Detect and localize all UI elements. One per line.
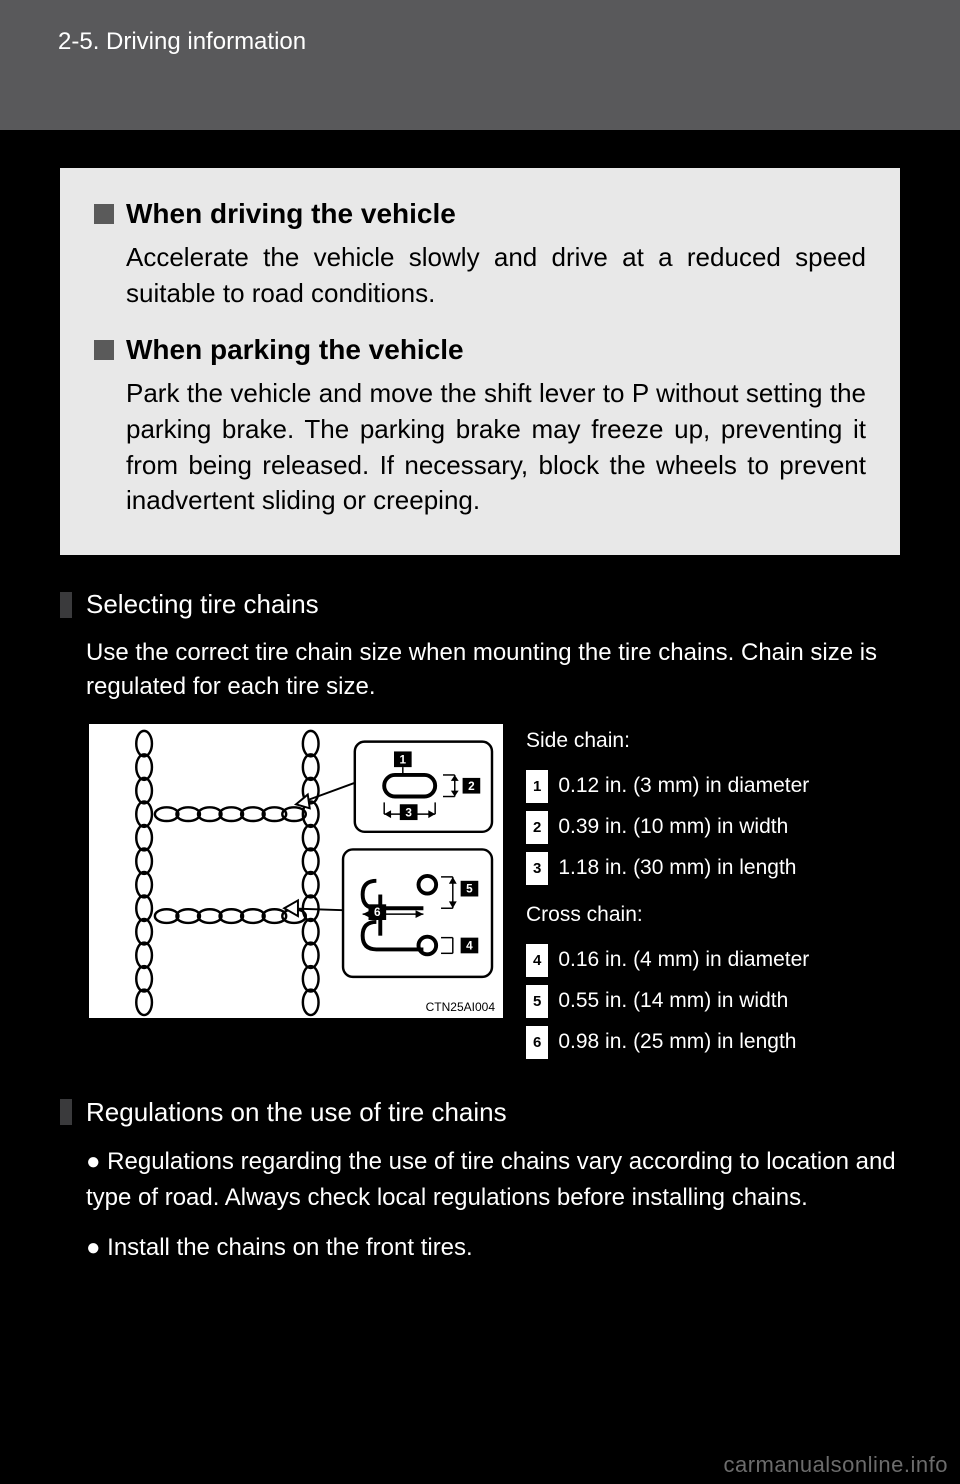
dim-number: 5 xyxy=(526,985,548,1018)
svg-text:4: 4 xyxy=(466,940,473,953)
dimension-list: Side chain: 1 0.12 in. (3 mm) in diamete… xyxy=(526,721,900,1063)
section-title: Selecting tire chains xyxy=(86,589,319,620)
dim-text: 0.39 in. (10 mm) in width xyxy=(558,807,788,848)
info-box: When driving the vehicle Accelerate the … xyxy=(60,168,900,555)
cross-chain-label: Cross chain: xyxy=(526,895,900,936)
section-title: Regulations on the use of tire chains xyxy=(86,1097,507,1128)
dim-number: 6 xyxy=(526,1026,548,1059)
box-item-body: Park the vehicle and move the shift leve… xyxy=(94,376,866,520)
section-head: Regulations on the use of tire chains xyxy=(60,1097,900,1128)
section-head: Selecting tire chains xyxy=(60,589,900,620)
dim-row: 5 0.55 in. (14 mm) in width xyxy=(526,981,900,1022)
regulations-section: Regulations on the use of tire chains ● … xyxy=(60,1097,900,1266)
section-bar-icon xyxy=(60,1099,72,1125)
page: 2-5. Driving information When driving th… xyxy=(0,0,960,1484)
dim-number: 2 xyxy=(526,811,548,844)
box-item-head: When parking the vehicle xyxy=(94,334,866,366)
chain-svg: 1 2 xyxy=(89,724,503,1018)
square-bullet-icon xyxy=(94,340,114,360)
tire-chains-section: Selecting tire chains Use the correct ti… xyxy=(60,589,900,1063)
dim-row: 3 1.18 in. (30 mm) in length xyxy=(526,848,900,889)
header-band: 2-5. Driving information xyxy=(0,0,960,130)
chain-row: 1 2 xyxy=(86,721,900,1063)
svg-text:6: 6 xyxy=(374,907,381,920)
dim-text: 0.16 in. (4 mm) in diameter xyxy=(558,940,809,981)
dim-text: 0.55 in. (14 mm) in width xyxy=(558,981,788,1022)
square-bullet-icon xyxy=(94,204,114,224)
dim-text: 0.98 in. (25 mm) in length xyxy=(558,1022,796,1063)
dim-row: 6 0.98 in. (25 mm) in length xyxy=(526,1022,900,1063)
svg-text:3: 3 xyxy=(405,807,412,820)
box-item-title: When parking the vehicle xyxy=(126,334,464,366)
section-intro: Use the correct tire chain size when mou… xyxy=(86,636,900,703)
box-item-head: When driving the vehicle xyxy=(94,198,866,230)
regulation-line: ● Install the chains on the front tires. xyxy=(86,1230,900,1266)
box-item: When parking the vehicle Park the vehicl… xyxy=(94,334,866,520)
dim-row: 4 0.16 in. (4 mm) in diameter xyxy=(526,940,900,981)
image-code: CTN25AI004 xyxy=(426,1000,495,1014)
dim-text: 1.18 in. (30 mm) in length xyxy=(558,848,796,889)
side-chain-label: Side chain: xyxy=(526,721,900,762)
dim-number: 4 xyxy=(526,944,548,977)
section-bar-icon xyxy=(60,592,72,618)
section-number: 2-5. Driving information xyxy=(58,28,306,55)
box-item-title: When driving the vehicle xyxy=(126,198,456,230)
chain-diagram: 1 2 xyxy=(86,721,506,1021)
dim-row: 1 0.12 in. (3 mm) in diameter xyxy=(526,766,900,807)
dim-text: 0.12 in. (3 mm) in diameter xyxy=(558,766,809,807)
dim-number: 1 xyxy=(526,770,548,803)
dim-number: 3 xyxy=(526,852,548,885)
svg-text:2: 2 xyxy=(468,780,475,793)
regulation-line: ● Regulations regarding the use of tire … xyxy=(86,1144,900,1216)
svg-text:1: 1 xyxy=(400,754,407,767)
box-item-body: Accelerate the vehicle slowly and drive … xyxy=(94,240,866,312)
dim-row: 2 0.39 in. (10 mm) in width xyxy=(526,807,900,848)
watermark: carmanualsonline.info xyxy=(723,1452,948,1478)
content-area: When driving the vehicle Accelerate the … xyxy=(0,168,960,1266)
box-item: When driving the vehicle Accelerate the … xyxy=(94,198,866,312)
svg-text:5: 5 xyxy=(466,883,473,896)
